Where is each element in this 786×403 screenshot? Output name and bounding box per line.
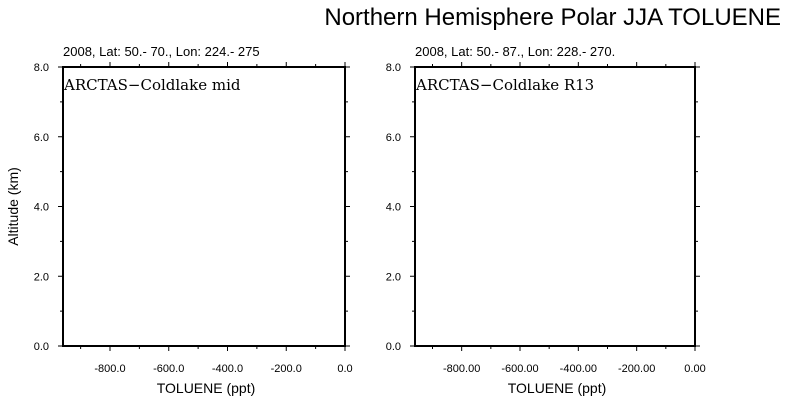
panel-1-plot-frame bbox=[62, 66, 346, 347]
panel-2-x-axis-label: TOLUENE (ppt) bbox=[508, 380, 607, 396]
panel-1-x-tick-label: -600.0 bbox=[153, 363, 184, 375]
panel-1-title: ARCTAS−Coldlake mid bbox=[63, 76, 241, 94]
panel-2-plot-frame bbox=[414, 66, 696, 347]
panel-1-subtitle: 2008, Lat: 50.- 70., Lon: 224.- 275 bbox=[63, 44, 260, 59]
panel-2-y-tick-label: 2.0 bbox=[386, 271, 401, 283]
panel-2-y-tick-label: 0.0 bbox=[386, 341, 401, 353]
panel-2-x-tick-label: -800.00 bbox=[443, 363, 480, 375]
panel-2-title: ARCTAS−Coldlake R13 bbox=[415, 76, 594, 94]
panel-2-subtitle: 2008, Lat: 50.- 87., Lon: 228.- 270. bbox=[415, 44, 615, 59]
panel-2-y-tick-label: 4.0 bbox=[386, 202, 401, 214]
panel-2-x-tick-label: -200.00 bbox=[618, 363, 655, 375]
panel-1-x-axis-label: TOLUENE (ppt) bbox=[157, 380, 256, 396]
panel-1-y-tick-label: 2.0 bbox=[34, 271, 49, 283]
panel-1-y-tick-label: 4.0 bbox=[34, 202, 49, 214]
panel-1-x-tick-label: 0.0 bbox=[337, 363, 352, 375]
panel-2-y-tick-label: 8.0 bbox=[386, 62, 401, 74]
panel-1-x-tick-label: -200.0 bbox=[271, 363, 302, 375]
panel-1-y-tick-label: 8.0 bbox=[34, 62, 49, 74]
panel-2-x-tick-label: 0.00 bbox=[684, 363, 705, 375]
panel-2-x-tick-label: -600.00 bbox=[501, 363, 538, 375]
panel-2-x-tick-label: -400.00 bbox=[560, 363, 597, 375]
panel-1-y-tick-label: 6.0 bbox=[34, 132, 49, 144]
panel-1-y-axis-label: Altitude (km) bbox=[5, 167, 21, 246]
panel-1-x-tick-label: -400.0 bbox=[212, 363, 243, 375]
panel-1-y-tick-label: 0.0 bbox=[34, 341, 49, 353]
figure-title: Northern Hemisphere Polar JJA TOLUENE bbox=[324, 4, 781, 31]
panel-1-x-tick-label: -800.0 bbox=[94, 363, 125, 375]
panel-2-y-tick-label: 6.0 bbox=[386, 132, 401, 144]
